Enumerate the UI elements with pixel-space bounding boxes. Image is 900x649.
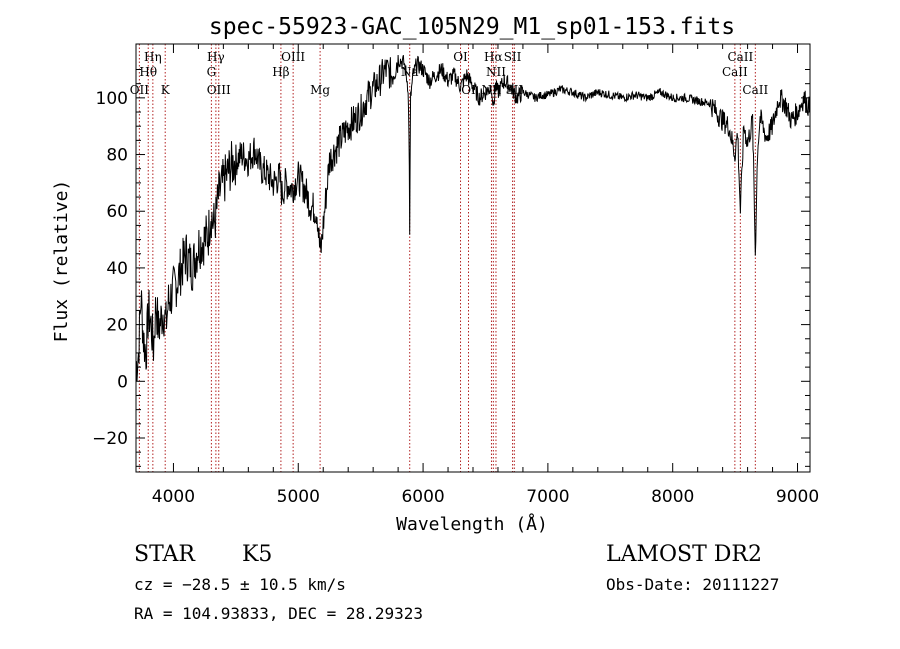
spectrum-line (135, 54, 811, 382)
y-tick-label: 80 (106, 146, 128, 166)
line-marker-label-13: Hα (484, 50, 503, 64)
chart-title: spec-55923-GAC_105N29_M1_sp01-153.fits (209, 14, 735, 40)
line-marker-label-5: G (207, 65, 217, 79)
line-marker-label-1: Hθ (139, 65, 157, 79)
line-marker-label-6: OIII (207, 83, 231, 97)
y-axis-label: Flux (relative) (51, 180, 72, 343)
line-marker-label-11: OI (453, 50, 468, 64)
line-marker-label-16: SII (504, 50, 522, 64)
x-tick-label: 7000 (526, 487, 569, 507)
x-axis-label: Wavelength (Å) (396, 513, 548, 535)
line-marker-label-2: Hη (144, 50, 162, 64)
line-marker-label-3: K (161, 83, 171, 97)
line-marker-label-18: CaII (727, 50, 753, 64)
line-marker-label-4: Hγ (207, 50, 225, 64)
y-tick-label: 40 (106, 259, 128, 279)
survey-name: LAMOST DR2 (606, 542, 762, 567)
y-tick-label: 20 (106, 316, 128, 336)
line-marker-label-0: OII (130, 83, 150, 97)
line-marker-labels: OIIHθHηKHγGOIIIHβOIIIMgNaOIOIHαNIINIISII… (130, 50, 769, 97)
plot-frame (135, 43, 811, 473)
line-marker-label-20: CaII (742, 83, 768, 97)
x-tick-label: 8000 (651, 487, 694, 507)
line-marker-label-8: OIII (281, 50, 305, 64)
line-markers (138, 44, 756, 472)
line-marker-label-7: Hβ (272, 65, 289, 79)
y-tick-label: 100 (96, 89, 128, 109)
object-subclass: K5 (242, 542, 272, 567)
y-tick-label: 0 (117, 372, 128, 392)
y-tick-label: −20 (92, 429, 128, 449)
x-tick-label: 5000 (277, 487, 320, 507)
line-marker-label-9: Mg (310, 83, 330, 97)
object-class: STAR (134, 542, 196, 567)
line-marker-label-15: NII (486, 65, 506, 79)
x-axis-ticks: 4000 5000 6000 7000 8000 9000 (152, 44, 819, 507)
x-tick-label: 6000 (401, 487, 444, 507)
y-tick-label: 60 (106, 202, 128, 222)
y-axis-ticks: −20 0 20 40 60 80 100 (92, 69, 810, 467)
x-tick-label: 9000 (776, 487, 819, 507)
x-tick-label: 4000 (152, 487, 195, 507)
redshift-velocity: cz = −28.5 ± 10.5 km/s (134, 575, 346, 594)
coordinates: RA = 104.93833, DEC = 28.29323 (134, 604, 423, 623)
line-marker-label-19: CaII (722, 65, 748, 79)
observation-date: Obs-Date: 20111227 (606, 575, 779, 594)
